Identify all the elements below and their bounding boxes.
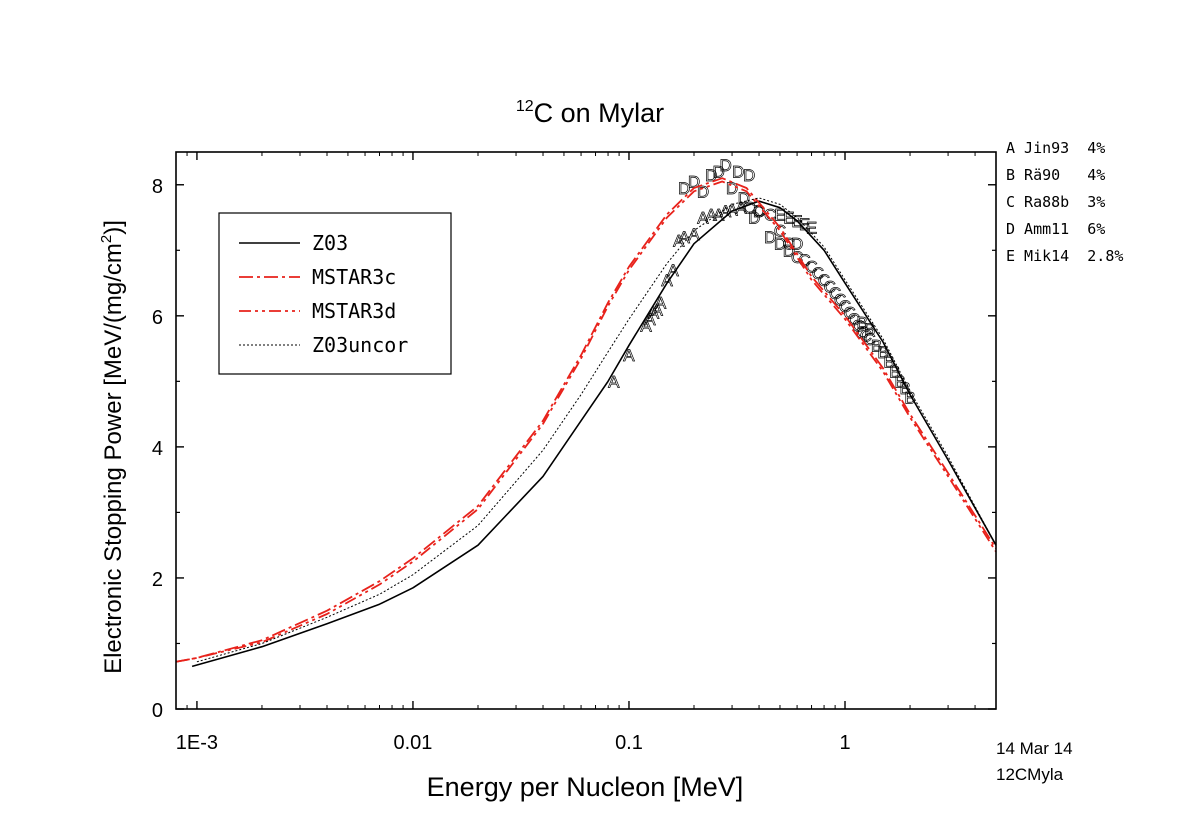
data-point-a: A: [667, 261, 679, 280]
data-point-d: D: [697, 182, 709, 201]
data-point-c: C: [834, 290, 846, 309]
data-point-c: C: [805, 258, 817, 277]
y-axis-label-superscript: 2: [98, 235, 115, 243]
file-annotation: 12CMyla: [996, 765, 1064, 784]
data-point-b: B: [889, 363, 900, 382]
data-point-d: D: [774, 235, 786, 254]
legend-label-z03: Z03: [312, 231, 348, 255]
data-point-c: C: [818, 271, 830, 290]
y-tick-label: 2: [152, 569, 163, 591]
data-point-b: B: [871, 336, 882, 355]
data-point-a: A: [697, 209, 709, 228]
exp-key-d: D Amm11 6%: [1006, 220, 1105, 238]
data-point-c: C: [839, 297, 851, 316]
y-tick-label: 0: [152, 700, 163, 722]
y-tick-label: 6: [152, 307, 163, 329]
data-point-e: E: [799, 215, 810, 234]
exp-key-a: A Jin93 4%: [1006, 139, 1105, 157]
plot-area: AAAAAAAAAAAAAAAAAABBBBBBBBBCCCCCCCCCCCCC…: [175, 156, 997, 668]
x-tick-label: 0.1: [615, 732, 643, 754]
data-point-d: D: [743, 166, 755, 185]
exp-key-b: B Rä90 4%: [1006, 166, 1105, 184]
y-tick-label: 4: [152, 438, 163, 460]
data-point-d: D: [712, 163, 724, 182]
data-point-a: A: [673, 231, 685, 250]
data-point-b: B: [856, 313, 867, 332]
data-point-a: A: [705, 205, 717, 224]
data-point-d: D: [764, 228, 776, 247]
data-point-d: D: [719, 156, 731, 175]
x-tick-label: 0.01: [393, 732, 432, 754]
title-superscript: 12: [516, 98, 534, 115]
data-point-d: D: [678, 179, 690, 198]
data-point-d: D: [732, 163, 744, 182]
data-point-b: B: [904, 389, 915, 408]
series-line-mstar3d: [175, 180, 997, 663]
x-axis-label: Energy per Nucleon [MeV]: [427, 772, 744, 802]
data-point-a: A: [623, 346, 635, 365]
title-text: C on Mylar: [534, 98, 665, 128]
data-point-a: A: [661, 271, 673, 290]
y-axis-label-suffix: )]: [100, 220, 127, 235]
series-line-z03: [191, 200, 997, 668]
data-point-b: B: [894, 372, 905, 391]
x-tick-label: 1: [839, 732, 850, 754]
y-tick-label: 8: [152, 176, 163, 198]
experimental-data-key: A Jin93 4% B Rä90 4% C Ra88b 3% D Amm11 6% E…: [1006, 139, 1123, 265]
data-point-a: A: [688, 225, 700, 244]
data-point-d: D: [748, 209, 760, 228]
y-axis-label: Electronic Stopping Power [MeV/(mg/cm2)]: [98, 220, 127, 674]
chart-title: 12C on Mylar: [516, 98, 664, 128]
data-point-c: C: [863, 330, 875, 349]
data-point-c: C: [829, 284, 841, 303]
x-tick-label: 1E-3: [176, 732, 218, 754]
date-annotation: 14 Mar 14: [996, 739, 1073, 758]
data-point-c: C: [812, 264, 824, 283]
data-point-b: B: [900, 379, 911, 398]
series-line-z03uncor: [196, 197, 997, 663]
legend-label-mstar3c: MSTAR3c: [312, 265, 396, 289]
legend-items: Z03 MSTAR3c MSTAR3d Z03uncor: [239, 231, 408, 357]
data-point-a: A: [608, 372, 620, 391]
axis-ticks: 0 2 4 6 8 1E-3 0.01 0.1 1: [152, 152, 997, 754]
plot-frame: [175, 151, 997, 710]
legend-frame: [218, 212, 452, 375]
legend-label-mstar3d: MSTAR3d: [312, 299, 396, 323]
data-point-c: C: [824, 277, 836, 296]
y-axis-label-text: Electronic Stopping Power [MeV/(mg/cm: [100, 243, 127, 674]
legend-label-z03uncor: Z03uncor: [312, 333, 408, 357]
data-point-d: D: [738, 189, 750, 208]
data-point-e: E: [806, 218, 817, 237]
data-point-d: D: [791, 235, 803, 254]
series-line-mstar3c: [175, 177, 997, 663]
data-point-c: C: [852, 317, 864, 336]
data-point-a: A: [678, 228, 690, 247]
exp-key-e: E Mik14 2.8%: [1006, 247, 1123, 265]
data-point-a: A: [648, 304, 660, 323]
data-point-a: A: [655, 294, 667, 313]
legend: Z03 MSTAR3c MSTAR3d Z03uncor: [218, 212, 452, 375]
exp-key-c: C Ra88b 3%: [1006, 193, 1105, 211]
